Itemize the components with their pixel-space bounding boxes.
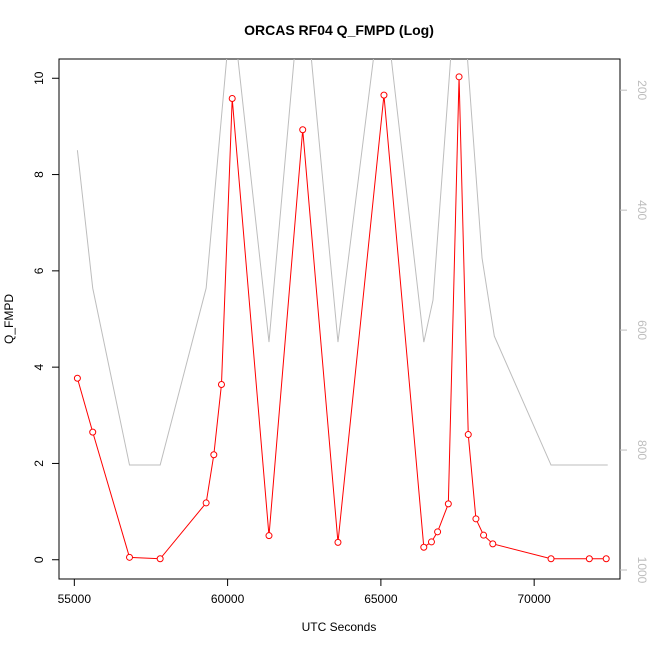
x-axis-label: UTC Seconds xyxy=(302,620,377,634)
data-point xyxy=(434,528,442,536)
y-tick-label: 10 xyxy=(32,71,46,85)
x-tick-label: 70000 xyxy=(517,592,551,606)
data-point xyxy=(89,428,97,436)
primary-series-line xyxy=(76,76,607,560)
x-tick-label: 55000 xyxy=(58,592,92,606)
data-point xyxy=(444,500,452,508)
data-point xyxy=(427,538,435,546)
secondary-series-line xyxy=(76,59,608,466)
data-point xyxy=(489,540,497,548)
x-tick-label: 60000 xyxy=(211,592,245,606)
data-point xyxy=(420,543,428,551)
y2-tick-label: 200 xyxy=(635,80,649,100)
chart-title: ORCAS RF04 Q_FMPD (Log) xyxy=(244,22,434,38)
x-axis: 55000 60000 65000 70000 xyxy=(58,579,551,606)
left-series xyxy=(73,73,610,563)
right-series xyxy=(76,59,608,466)
data-point xyxy=(380,91,388,99)
data-point xyxy=(156,555,164,563)
data-point xyxy=(265,532,273,540)
data-point xyxy=(472,515,480,523)
data-point xyxy=(210,451,218,459)
data-point xyxy=(464,431,472,439)
y2-axis: 200 400 600 800 1000 xyxy=(620,80,649,584)
data-point xyxy=(455,73,463,81)
data-point xyxy=(217,380,225,388)
y-axis-label: Q_FMPD xyxy=(2,294,16,344)
data-point xyxy=(602,555,610,563)
y-tick-label: 8 xyxy=(32,171,46,178)
y-tick-label: 6 xyxy=(32,267,46,274)
y-tick-label: 2 xyxy=(32,460,46,467)
y2-tick-label: 600 xyxy=(635,320,649,340)
data-point xyxy=(126,553,134,561)
plot-frame xyxy=(58,58,621,580)
data-point xyxy=(228,94,236,102)
data-point xyxy=(299,126,307,134)
data-point xyxy=(73,374,81,382)
y2-tick-label: 400 xyxy=(635,200,649,220)
data-point xyxy=(585,555,593,563)
data-point xyxy=(202,499,210,507)
y-tick-label: 4 xyxy=(32,363,46,370)
data-point xyxy=(547,555,555,563)
data-point xyxy=(480,531,488,539)
x-tick-label: 65000 xyxy=(364,592,398,606)
y2-tick-label: 800 xyxy=(635,440,649,460)
y-tick-label: 0 xyxy=(32,556,46,563)
y-axis: 0 2 4 6 8 10 xyxy=(32,71,59,563)
data-point xyxy=(334,538,342,546)
y2-tick-label: 1000 xyxy=(635,557,649,584)
